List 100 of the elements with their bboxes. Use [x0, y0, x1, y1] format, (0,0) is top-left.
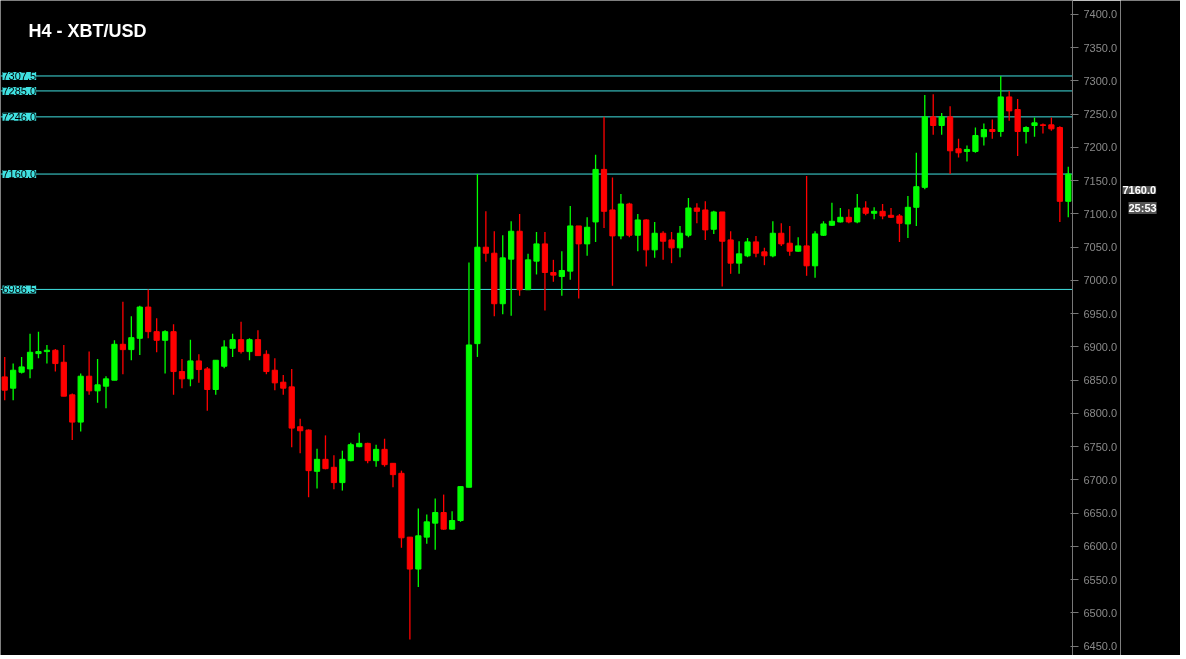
- candlestick: [102, 375, 110, 409]
- y-tick-label: 6650.0: [1083, 507, 1118, 520]
- candlestick: [26, 333, 34, 379]
- candlestick: [803, 175, 810, 277]
- candlestick: [634, 213, 641, 252]
- candlestick: [339, 450, 346, 492]
- text: 25:53: [1128, 202, 1157, 215]
- candlestick: [35, 331, 42, 359]
- y-tick-label: 7300.0: [1083, 74, 1118, 87]
- candlestick: [10, 362, 17, 401]
- candlestick: [440, 493, 447, 531]
- candlestick: [373, 444, 380, 468]
- candlestick: [913, 152, 920, 227]
- candlestick: [980, 122, 987, 147]
- candlestick: [584, 216, 591, 257]
- y-tick-label: 6450.0: [1083, 640, 1118, 653]
- ref-line-label: 6986.5: [2, 283, 37, 296]
- candlestick: [896, 213, 903, 243]
- candlestick: [533, 231, 540, 276]
- y-tick-label: 6850.0: [1083, 374, 1118, 387]
- y-tick-label: 7000.0: [1083, 274, 1118, 287]
- candlestick: [558, 250, 565, 297]
- candlestick: [423, 513, 430, 545]
- ref-line-label: 7285.0: [2, 84, 37, 97]
- y-tick-label: 7250.0: [1083, 108, 1118, 121]
- candlestick: [482, 210, 489, 263]
- candlestick: [1006, 90, 1013, 122]
- candlestick: [1022, 125, 1030, 145]
- y-tick-label: 7100.0: [1083, 207, 1118, 220]
- candlestick: [322, 434, 329, 470]
- candlestick: [229, 333, 236, 358]
- candlestick: [702, 200, 709, 241]
- ref-line-label: 7307.5: [2, 69, 37, 82]
- candlestick: [178, 358, 186, 389]
- candlestick: [854, 193, 861, 224]
- candlestick: [94, 358, 101, 404]
- candlestick: [187, 338, 194, 387]
- candlestick: [575, 225, 582, 300]
- y-tick-label: 7050.0: [1083, 241, 1118, 254]
- candlestick: [297, 418, 304, 454]
- candlestick: [963, 144, 971, 163]
- candlestick: [828, 202, 836, 227]
- candlestick: [119, 301, 127, 375]
- y-tick-label: 7350.0: [1083, 41, 1118, 54]
- candlestick: [972, 126, 979, 154]
- candlestick: [204, 366, 211, 412]
- candlestick: [161, 329, 169, 375]
- y-tick-label: 6600.0: [1083, 540, 1118, 553]
- y-tick-label: 6700.0: [1083, 473, 1118, 486]
- candlestick: [887, 207, 895, 219]
- candlestick: [389, 462, 397, 488]
- y-tick-label: 7400.0: [1083, 8, 1118, 21]
- y-tick-label: 6950.0: [1083, 307, 1118, 320]
- candlestick: [271, 357, 278, 391]
- candlestick: [938, 112, 945, 136]
- candlestick: [128, 315, 135, 361]
- text: H4 - XBT/USD: [28, 20, 147, 41]
- candlestick: [550, 259, 557, 283]
- candlestick: [221, 339, 228, 369]
- candlestick: [930, 93, 937, 136]
- candlestick: [955, 138, 962, 159]
- candlestick: [871, 206, 878, 220]
- candlestick: [246, 337, 253, 361]
- ref-line-label: 7160.0: [2, 168, 37, 181]
- candlestick: [676, 225, 684, 258]
- candlestick: [735, 240, 743, 275]
- candlestick: [1039, 122, 1047, 135]
- candlestick: [727, 230, 734, 275]
- candlestick: [237, 321, 245, 355]
- candlestick: [52, 348, 59, 373]
- candlestick: [1031, 116, 1038, 138]
- candlestick: [1, 356, 8, 401]
- y-tick-label: 7150.0: [1083, 174, 1118, 187]
- y-tick-label: 6900.0: [1083, 340, 1118, 353]
- candlestick: [195, 353, 202, 384]
- candlestick: [263, 349, 270, 375]
- ref-line-label: 7246.0: [2, 110, 37, 123]
- candlestick: [432, 497, 439, 551]
- y-tick-label: 6500.0: [1083, 606, 1118, 619]
- candlestick: [693, 202, 700, 224]
- candlestick: [153, 317, 160, 353]
- candlestick: [752, 235, 760, 258]
- candlestick: [313, 448, 321, 490]
- y-tick-label: 6550.0: [1083, 573, 1118, 586]
- candlestick: [660, 230, 667, 261]
- candlestick: [1014, 98, 1021, 157]
- candlestick: [330, 454, 338, 490]
- y-tick-label: 6750.0: [1083, 440, 1118, 453]
- candlestick: [989, 118, 996, 140]
- candlestick: [381, 438, 388, 468]
- candlestick: [254, 329, 262, 357]
- text: 7160.0: [1122, 184, 1157, 197]
- candlestick: [668, 231, 675, 264]
- candlestick: [769, 220, 776, 258]
- candlestick: [651, 221, 658, 259]
- candlestick: [448, 510, 456, 531]
- candlestick: [86, 350, 93, 396]
- candlestick: [904, 195, 912, 239]
- y-tick-label: 7200.0: [1083, 141, 1118, 154]
- y-tick-label: 6800.0: [1083, 407, 1118, 420]
